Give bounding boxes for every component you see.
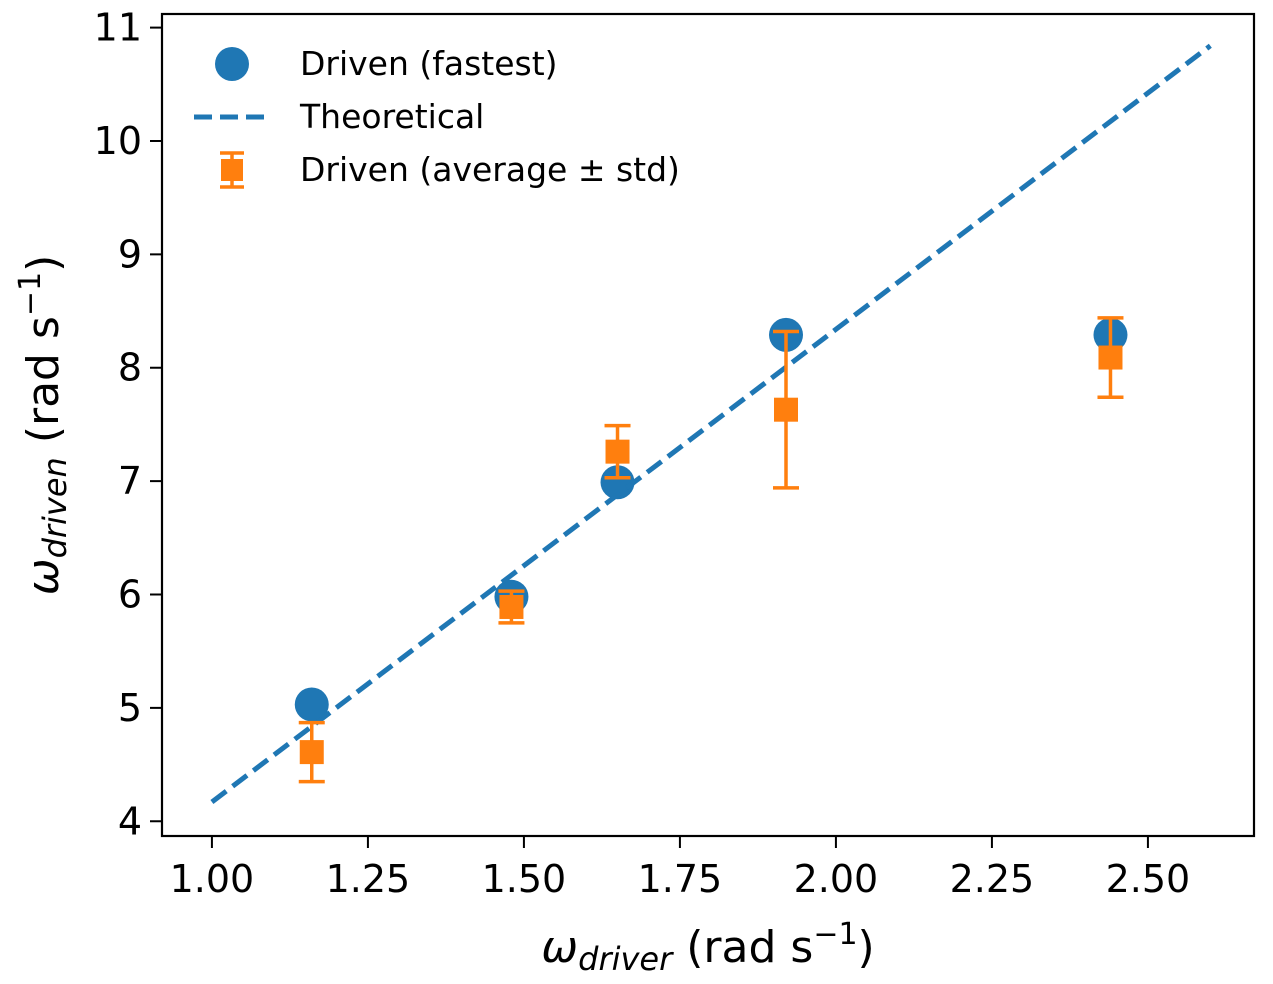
fastest-point [600, 465, 635, 500]
legend-entry-fastest: Driven (fastest) [215, 44, 558, 83]
average-point [605, 439, 630, 464]
y-tick-label: 5 [118, 686, 142, 730]
average-point [1098, 345, 1123, 370]
x-axis-label-exponent: −1 [813, 917, 857, 952]
x-tick-label: 1.25 [326, 857, 411, 901]
x-axis-label-unit: (rad s [672, 922, 813, 973]
legend-marker-average [221, 159, 243, 181]
theoretical-line [210, 43, 1212, 804]
legend-entry-average: Driven (average ± std) [220, 150, 680, 189]
y-axis-label: ωdriven (rad s−1) [13, 255, 74, 596]
legend-label-theoretical: Theoretical [299, 97, 484, 136]
y-tick-label: 9 [118, 232, 142, 276]
legend: Driven (fastest) Theoretical Driven (ave… [194, 44, 680, 189]
x-axis-label-subscript: driver [578, 940, 674, 978]
x-tick-label: 2.50 [1106, 857, 1191, 901]
x-tick-label: 1.00 [170, 857, 255, 901]
legend-entry-theoretical: Theoretical [194, 97, 484, 136]
y-axis-label-subscript: driven [36, 457, 74, 558]
plot-area [210, 43, 1212, 804]
axes-frame [160, 12, 1256, 838]
x-tick-label: 1.75 [638, 857, 723, 901]
y-tick-label: 10 [94, 119, 142, 163]
y-axis-label-symbol: ω [18, 558, 69, 595]
y-axis-label-unit: (rad s [18, 316, 69, 457]
x-axis-label: ωdriver (rad s−1) [541, 917, 874, 978]
y-tick-label: 7 [118, 459, 142, 503]
y-tick-label: 8 [118, 346, 142, 390]
fastest-point [294, 687, 329, 722]
legend-label-average: Driven (average ± std) [300, 150, 680, 189]
x-axis-label-symbol: ω [541, 922, 578, 973]
y-axis-label-exponent: −1 [13, 272, 48, 316]
legend-marker-fastest [215, 47, 249, 81]
average-point [299, 740, 324, 765]
average-point [774, 397, 798, 422]
y-tick-label: 11 [94, 6, 142, 50]
x-tick-label: 2.00 [794, 857, 879, 901]
y-tick-label: 4 [118, 799, 142, 843]
y-tick-label: 6 [118, 573, 142, 617]
x-tick-label: 2.25 [950, 857, 1035, 901]
x-axis-label-close: ) [858, 922, 875, 973]
legend-label-fastest: Driven (fastest) [300, 44, 558, 83]
ticks: 1.00 1.25 1.50 1.75 2.00 2.25 2.50 4 5 6 7 8 9 10 11 [94, 6, 1191, 901]
y-axis-label-close: ) [18, 255, 69, 272]
average-point [499, 594, 524, 619]
x-tick-label: 1.50 [482, 857, 567, 901]
